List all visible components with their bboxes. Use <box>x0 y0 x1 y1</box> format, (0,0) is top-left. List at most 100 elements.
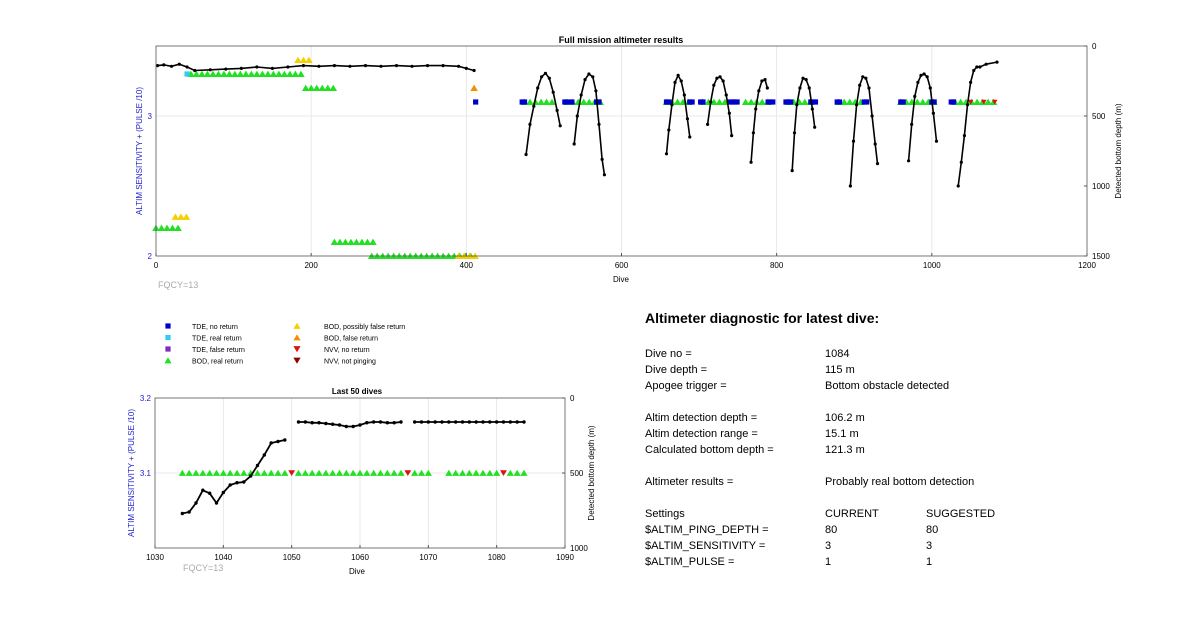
depth-point <box>919 73 923 77</box>
depth-point <box>931 111 935 115</box>
depth-point <box>721 79 725 83</box>
depth-point <box>524 152 528 157</box>
depth-point <box>925 75 929 79</box>
bod-real-return-marker <box>417 469 426 476</box>
depth-point <box>795 103 799 107</box>
depth-point <box>193 68 197 73</box>
x-tick-label: 1090 <box>556 553 574 562</box>
tde-marker <box>184 71 190 77</box>
depth-point <box>715 76 719 80</box>
depth-point <box>575 114 579 118</box>
depth-point <box>543 71 548 75</box>
legend-square-marker <box>165 334 171 341</box>
bod-marker <box>329 84 338 92</box>
bod-marker <box>182 213 191 220</box>
bod-real-return-marker <box>294 469 303 476</box>
bod-marker <box>845 98 854 106</box>
depth-point <box>685 117 690 121</box>
tde-no-return-marker <box>689 99 695 105</box>
depth-point <box>583 78 587 82</box>
sensitivity-row: $ALTIM_SENSITIVITY = 3 3 <box>645 538 1165 554</box>
ping-depth-suggested: 80 <box>926 524 939 536</box>
sensitivity-label: $ALTIM_SENSITIVITY = <box>645 540 766 552</box>
pulse-suggested: 1 <box>926 556 933 568</box>
depth-point <box>365 421 369 425</box>
depth-point <box>810 107 814 111</box>
bottom-fqcy-annotation: FQCY=13 <box>183 563 223 573</box>
depth-point <box>801 76 805 80</box>
top-y-ticks: 23 <box>148 112 153 261</box>
legend-triangle-marker <box>293 346 301 353</box>
bod-marker <box>318 84 327 92</box>
depth-point <box>751 131 755 135</box>
depth-point <box>317 421 321 425</box>
legend: TDE, no return TDE, real return TDE, false… <box>164 322 405 366</box>
depth-point <box>956 184 960 188</box>
full-mission-chart: Full mission altimeter results 0 200 400 60… <box>135 35 1123 290</box>
bod-marker <box>919 98 927 106</box>
depth-point <box>155 64 160 68</box>
bod-real-return-marker <box>274 469 282 476</box>
bod-marker <box>715 98 724 106</box>
top-chart-marks <box>152 56 999 260</box>
calculated-bottom-row: Calculated bottom depth = 121.3 m <box>645 442 1165 458</box>
depth-point <box>600 157 604 161</box>
detection-range-label: Altim detection range = <box>645 428 758 440</box>
depth-point <box>221 490 226 495</box>
depth-point <box>330 422 335 426</box>
calculated-bottom-label: Calculated bottom depth = <box>645 444 774 456</box>
depth-point <box>262 453 267 457</box>
depth-point <box>276 439 280 444</box>
depth-point <box>854 103 859 107</box>
depth-point <box>670 103 674 107</box>
bod-marker <box>537 98 545 106</box>
apogee-row: Apogee trigger = Bottom obstacle detecte… <box>645 378 1165 394</box>
bod-real-return-marker <box>520 469 528 476</box>
bod-marker <box>330 238 339 246</box>
depth-point <box>597 122 601 126</box>
bod-marker <box>168 224 177 232</box>
legend-label: NVV, not pinging <box>324 359 376 366</box>
depth-point <box>718 75 722 79</box>
bod-marker <box>585 98 593 106</box>
bod-marker <box>264 70 272 78</box>
depth-point <box>456 64 461 68</box>
bod-real-return-marker <box>493 469 501 476</box>
depth-point <box>351 424 355 429</box>
bod-marker <box>214 70 223 78</box>
depth-point <box>235 481 239 485</box>
depth-point <box>730 134 734 138</box>
bod-marker <box>352 238 361 246</box>
depth-point <box>392 421 396 425</box>
depth-point <box>916 80 920 84</box>
nvv-no-return-marker <box>967 99 974 105</box>
bottom-y-label: ALTIM SENSITIVITY + (PULSE /10) <box>127 409 136 537</box>
y2-tick-label: 0 <box>570 394 575 403</box>
bod-real-return-marker <box>192 469 200 476</box>
apogee-value: Bottom obstacle detected <box>825 380 950 392</box>
depth-point <box>813 125 817 129</box>
bod-marker <box>258 70 267 78</box>
depth-point <box>867 86 871 90</box>
depth-point <box>579 93 583 97</box>
altimeter-results-value: Probably real bottom detection <box>825 476 975 488</box>
bod-marker <box>231 70 239 78</box>
bod-marker <box>840 98 849 106</box>
tde-no-return-marker <box>900 99 906 105</box>
depth-point <box>673 80 677 84</box>
legend-triangle-marker <box>164 357 172 364</box>
bod-real-return-marker <box>206 469 214 476</box>
depth-point <box>399 420 403 424</box>
depth-point <box>269 441 273 445</box>
depth-point <box>348 64 352 68</box>
legend-label: TDE, false return <box>192 347 245 354</box>
depth-point <box>208 68 212 72</box>
depth-point <box>551 90 555 94</box>
top-chart-grid <box>156 46 1087 256</box>
bod-real-return-marker <box>376 469 385 476</box>
bod-marker <box>741 98 750 106</box>
tde-no-return-marker <box>931 99 937 105</box>
legend-triangle-marker <box>293 357 301 364</box>
y-tick-label: 3 <box>148 112 153 121</box>
depth-point <box>864 76 868 80</box>
